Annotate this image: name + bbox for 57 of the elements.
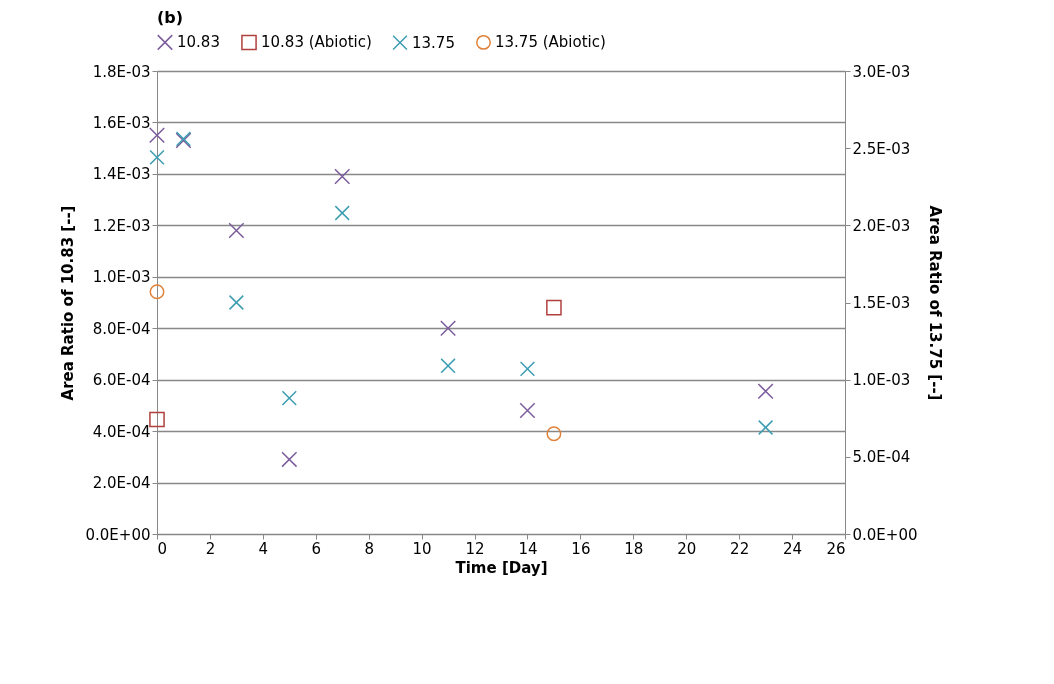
x-tick-label: 10 xyxy=(412,539,432,558)
y-tick-label: 8.0E-04 xyxy=(92,319,151,338)
point xyxy=(440,358,456,374)
x-tick-label: 0 xyxy=(157,539,168,558)
point xyxy=(546,426,562,442)
point xyxy=(149,284,165,300)
point xyxy=(149,127,165,144)
y-tick-label: 1.6E-03 xyxy=(92,113,151,132)
y2-tick-label: 1.5E-03 xyxy=(852,294,911,312)
legend-label: 13.75 (Abiotic) xyxy=(495,33,606,52)
y2-tick-label: 1.0E-03 xyxy=(852,371,911,390)
y-tick-label: 1.0E-03 xyxy=(92,268,151,287)
legend-label: 13.75 xyxy=(412,33,455,52)
y-tick-label: 1.4E-03 xyxy=(92,165,151,184)
y-axis-title: Area Ratio of 10.83 [--] xyxy=(58,205,77,401)
point xyxy=(281,451,298,468)
x-tick-label: 4 xyxy=(258,539,269,558)
y2-tick-label: 2.5E-03 xyxy=(852,139,911,158)
chart-title: (b) xyxy=(157,8,184,27)
y-tick-label: 1.2E-03 xyxy=(92,216,151,235)
x-tick-label: 22 xyxy=(730,539,750,558)
y-tick-label: 1.8E-03 xyxy=(92,62,151,81)
x-tick-label: 24 xyxy=(783,539,803,558)
y2-tick-label: 2.0E-03 xyxy=(852,216,911,235)
legend-label: 10.83 xyxy=(177,33,220,52)
point xyxy=(149,149,165,166)
point xyxy=(546,299,562,316)
x-tick-label: 20 xyxy=(677,539,697,558)
x-tick-label: 2 xyxy=(205,539,216,558)
y2-axis-title: Area Ratio of 13.75 [--] xyxy=(926,205,945,401)
x-tick-label: 8 xyxy=(364,539,374,558)
y2-tick-label: 0.0E+00 xyxy=(852,525,918,544)
point xyxy=(334,205,350,221)
y2-tick-label: 5.0E-04 xyxy=(852,448,911,467)
y2-tick-label: 3.0E-03 xyxy=(852,62,911,81)
x-tick-label: 18 xyxy=(624,539,644,558)
y-tick-label: 0.0E+00 xyxy=(85,525,151,544)
y-tick-label: 2.0E-04 xyxy=(92,474,151,493)
y-tick-label: 6.0E-04 xyxy=(92,371,151,390)
y-tick-label: 4.0E-04 xyxy=(92,422,151,441)
point xyxy=(149,411,165,428)
x-axis-title: Time [Day] xyxy=(455,558,548,577)
point xyxy=(519,361,536,377)
point xyxy=(757,383,774,400)
point xyxy=(440,320,457,337)
x-tick-label: 12 xyxy=(465,539,485,558)
x-tick-label: 26 xyxy=(826,539,846,558)
point xyxy=(228,294,245,311)
point xyxy=(519,402,536,419)
x-tick-label: 14 xyxy=(518,539,538,558)
point xyxy=(757,419,774,436)
point xyxy=(281,390,297,406)
x-tick-label: 6 xyxy=(311,539,322,558)
x-tick-label: 16 xyxy=(571,539,591,558)
point xyxy=(228,222,245,239)
legend-label: 10.83 (Abiotic) xyxy=(261,33,372,52)
point xyxy=(334,168,351,185)
